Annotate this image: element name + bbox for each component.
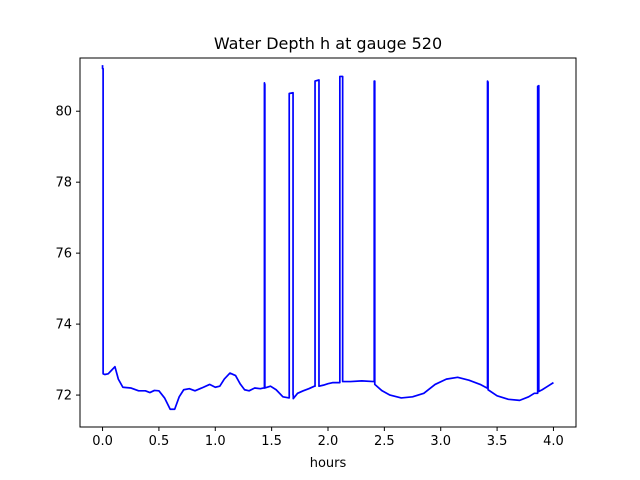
y-tick-label: 78 — [55, 176, 72, 191]
series-line-0 — [101, 65, 554, 411]
x-tick-label: 4.0 — [543, 434, 564, 449]
y-tick-label: 76 — [55, 247, 72, 262]
x-axis-label: hours — [310, 456, 347, 471]
x-axis-ticks: 0.0 0.5 1.0 1.5 2.0 2.5 3.0 3.5 4.0 — [92, 427, 564, 449]
chart-title: Water Depth h at gauge 520 — [214, 34, 442, 53]
y-tick-label: 80 — [55, 105, 72, 120]
plot-area-background — [80, 58, 576, 427]
x-tick-label: 0.5 — [149, 434, 170, 449]
y-tick-label: 72 — [55, 389, 72, 404]
y-tick-label: 74 — [55, 318, 72, 333]
x-tick-label: 3.0 — [430, 434, 451, 449]
x-tick-label: 1.0 — [205, 434, 226, 449]
x-tick-label: 0.0 — [92, 434, 113, 449]
x-tick-label: 2.0 — [318, 434, 339, 449]
x-tick-label: 2.5 — [374, 434, 395, 449]
y-axis-ticks: 72 74 76 78 80 — [55, 105, 80, 404]
series-layer — [101, 65, 554, 411]
x-tick-label: 3.5 — [487, 434, 508, 449]
x-tick-label: 1.5 — [261, 434, 282, 449]
